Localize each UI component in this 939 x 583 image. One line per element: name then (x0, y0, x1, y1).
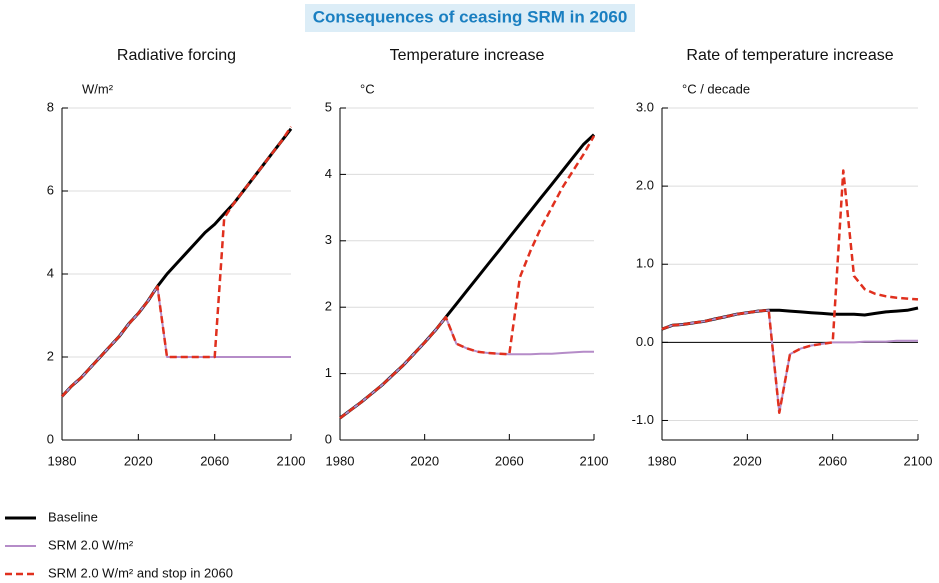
series-line (661, 309, 918, 414)
y-tick-label: 3.0 (636, 99, 654, 114)
y-tick-label: 2 (325, 299, 332, 314)
x-tick-label: 2020 (124, 453, 153, 468)
y-tick-label: 3 (325, 232, 332, 247)
x-tick-label: 1980 (326, 453, 355, 468)
y-tick-label: 0 (325, 431, 332, 446)
chart-title: Consequences of ceasing SRM in 2060 (313, 7, 628, 26)
y-tick-label: 6 (47, 182, 54, 197)
x-tick-label: 1980 (648, 453, 677, 468)
panel-title: Radiative forcing (117, 47, 236, 64)
x-tick-label: 2020 (733, 453, 762, 468)
x-tick-label: 2100 (580, 453, 609, 468)
panel-title: Temperature increase (390, 47, 545, 64)
panel-title: Rate of temperature increase (686, 47, 893, 64)
y-axis-unit: °C (360, 81, 375, 96)
y-tick-label: 2 (47, 348, 54, 363)
series-line (661, 169, 919, 414)
x-tick-label: 2060 (200, 453, 229, 468)
y-tick-label: 5 (325, 99, 332, 114)
legend-label: SRM 2.0 W/m² (48, 537, 134, 552)
title-band (305, 4, 635, 32)
x-tick-label: 2100 (904, 453, 933, 468)
x-tick-label: 2060 (495, 453, 524, 468)
y-axis-unit: W/m² (82, 81, 114, 96)
series-line (61, 126, 293, 398)
y-tick-label: 1.0 (636, 256, 654, 271)
legend-label: Baseline (48, 509, 98, 524)
y-tick-label: 1 (325, 365, 332, 380)
series-line (339, 316, 594, 419)
x-tick-label: 1980 (48, 453, 77, 468)
series-line (61, 285, 291, 398)
y-axis-unit: °C / decade (682, 81, 750, 96)
series-line (661, 306, 919, 331)
y-tick-label: 4 (325, 166, 332, 181)
y-tick-label: 0 (47, 431, 54, 446)
y-tick-label: 0.0 (636, 334, 654, 349)
legend-label: SRM 2.0 W/m² and stop in 2060 (48, 565, 233, 580)
y-tick-label: -1.0 (632, 412, 654, 427)
y-tick-label: 4 (47, 265, 54, 280)
x-tick-label: 2100 (277, 453, 306, 468)
series-line (339, 133, 596, 420)
y-tick-label: 2.0 (636, 178, 654, 193)
x-tick-label: 2020 (410, 453, 439, 468)
y-tick-label: 8 (47, 99, 54, 114)
x-tick-label: 2060 (818, 453, 847, 468)
